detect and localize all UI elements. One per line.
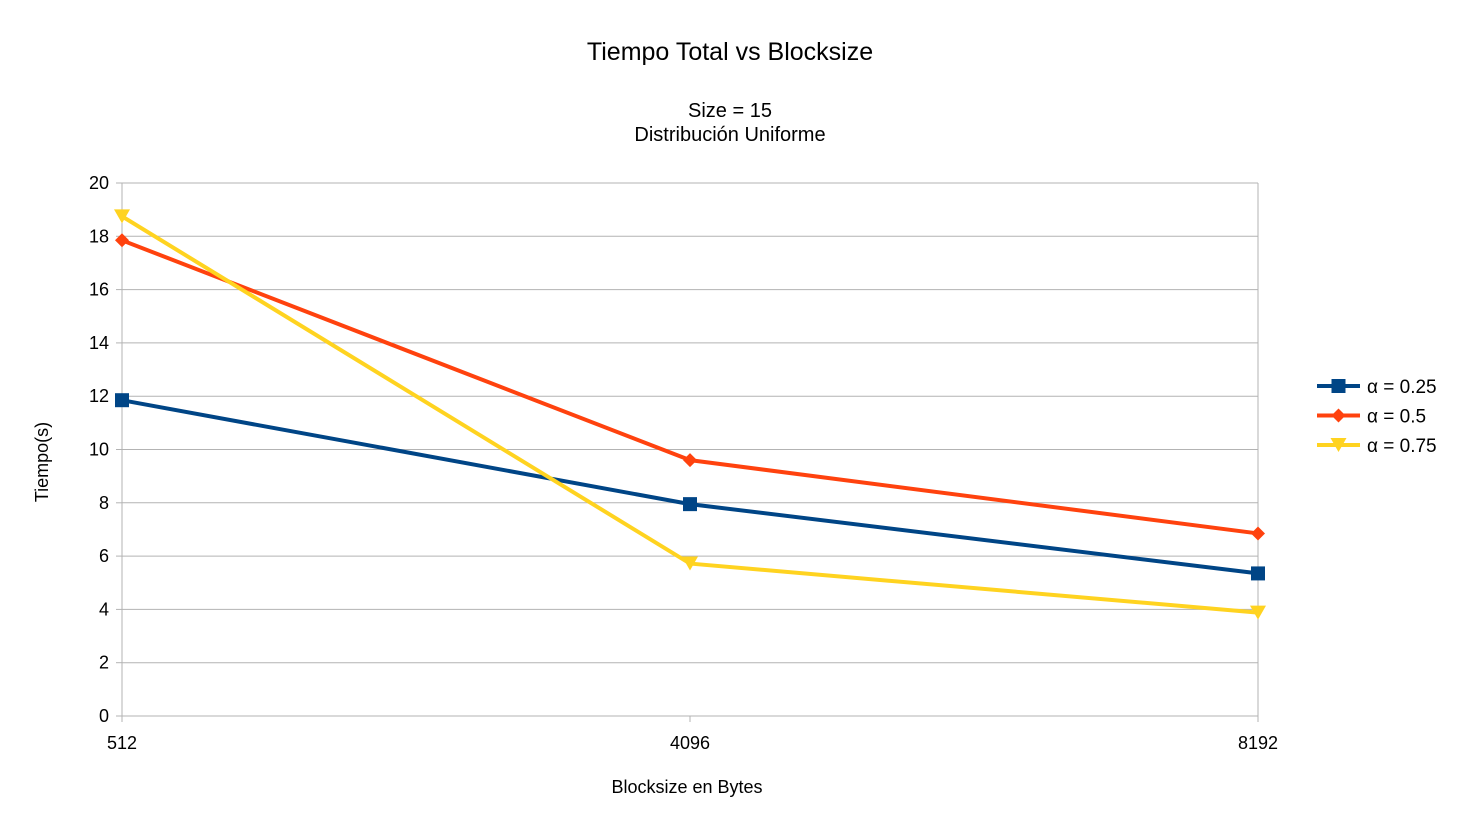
x-tick-label: 4096 [670, 733, 710, 753]
y-tick-label: 4 [99, 599, 109, 619]
data-point [1251, 566, 1265, 581]
y-tick-label: 16 [89, 280, 109, 300]
y-tick-label: 8 [99, 493, 109, 513]
legend-label: α = 0.25 [1367, 377, 1437, 398]
data-point [115, 393, 129, 408]
y-tick-label: 14 [89, 333, 109, 353]
data-point [682, 556, 698, 571]
legend-label: α = 0.5 [1367, 407, 1426, 428]
legend-marker [1330, 438, 1347, 452]
y-tick-labels: 0 2 4 6 8 10 12 14 16 18 20 [89, 173, 109, 726]
gridlines [122, 182, 1258, 664]
chart-subtitle-line-2: Distribución Uniforme [634, 124, 825, 146]
data-point [115, 233, 129, 248]
series-group [114, 209, 1266, 620]
x-axis-label: Blocksize en Bytes [611, 777, 762, 797]
data-point [683, 453, 697, 468]
legend-marker [1331, 379, 1346, 393]
x-tick-label: 512 [107, 733, 137, 753]
axes [116, 182, 1259, 722]
y-tick-label: 0 [99, 706, 109, 726]
data-point [1251, 526, 1265, 541]
legend-entry: α = 0.75 [1317, 436, 1437, 457]
data-point [1250, 605, 1266, 620]
series [114, 209, 1266, 620]
legend-entry: α = 0.5 [1317, 407, 1426, 428]
x-tick-labels: 512 4096 8192 [107, 733, 1278, 753]
series-group [115, 233, 1265, 541]
y-tick-label: 12 [89, 386, 109, 406]
y-tick-label: 10 [89, 440, 109, 460]
legend-entry: α = 0.25 [1317, 377, 1437, 398]
data-point [114, 209, 130, 224]
series-group [115, 393, 1265, 581]
legend-marker [1331, 408, 1346, 423]
legend: α = 0.25 α = 0.5 α = 0.75 [1317, 377, 1437, 457]
y-tick-label: 18 [89, 226, 109, 246]
series-line [120, 238, 1260, 536]
x-tick-label: 8192 [1238, 733, 1278, 753]
y-tick-label: 2 [99, 653, 109, 673]
chart-subtitle-line-1: Size = 15 [688, 100, 772, 122]
y-tick-label: 20 [89, 173, 109, 193]
y-tick-label: 6 [99, 546, 109, 566]
chart-title: Tiempo Total vs Blocksize [587, 38, 873, 66]
data-point [683, 497, 697, 512]
legend-label: α = 0.75 [1367, 436, 1437, 457]
y-axis-label: Tiempo(s) [32, 422, 52, 502]
series-line [120, 398, 1260, 576]
